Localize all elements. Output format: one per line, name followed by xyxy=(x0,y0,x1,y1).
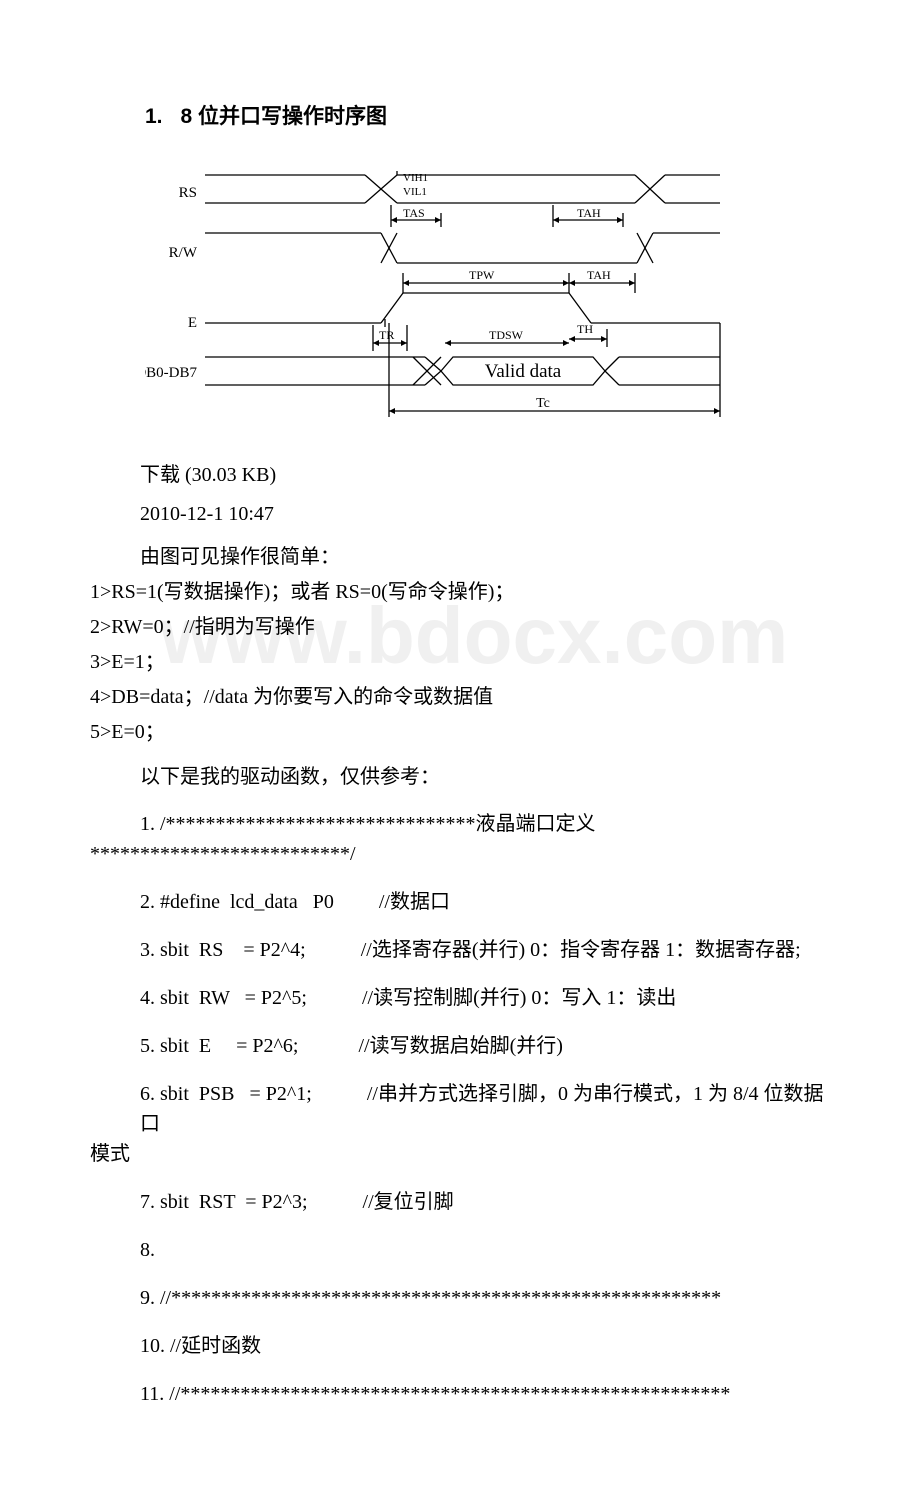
svg-text:DB0-DB7: DB0-DB7 xyxy=(145,365,197,381)
svg-text:VIL1: VIL1 xyxy=(403,186,427,198)
intro-line: 由图可见操作很简单： xyxy=(140,542,830,573)
code-line: 3. sbit RS = P2^4; //选择寄存器(并行) 0：指令寄存器 1… xyxy=(140,935,830,965)
code-block: 1. /*******************************液晶端口定… xyxy=(90,809,830,1409)
code-line: 1. /*******************************液晶端口定… xyxy=(140,809,830,839)
section-heading: 1. 8 位并口写操作时序图 xyxy=(145,100,830,130)
intro-step: 4>DB=data；//data 为你要写入的命令或数据值 xyxy=(90,682,830,713)
code-line: 9. //***********************************… xyxy=(140,1283,830,1313)
driver-note: 以下是我的驱动函数，仅供参考： xyxy=(140,762,830,793)
code-line: 模式 xyxy=(90,1139,830,1169)
heading-title: 8 位并口写操作时序图 xyxy=(181,105,388,128)
svg-text:TH: TH xyxy=(577,322,593,336)
code-line: 4. sbit RW = P2^5; //读写控制脚(并行) 0：写入 1：读出 xyxy=(140,983,830,1013)
svg-text:TPW: TPW xyxy=(469,268,495,282)
timestamp: 2010-12-1 10:47 xyxy=(140,503,830,526)
intro-step: 5>E=0； xyxy=(90,717,830,748)
code-line: 5. sbit E = P2^6; //读写数据启始脚(并行) xyxy=(140,1031,830,1061)
svg-text:TAS: TAS xyxy=(403,206,425,220)
svg-text:R/W: R/W xyxy=(169,245,198,261)
code-line: 7. sbit RST = P2^3; //复位引脚 xyxy=(140,1187,830,1217)
svg-text:TAH: TAH xyxy=(587,268,611,282)
intro-step: 3>E=1； xyxy=(90,647,830,678)
code-line: 6. sbit PSB = P2^1; //串并方式选择引脚，0 为串行模式，1… xyxy=(140,1079,830,1139)
code-line: 2. #define lcd_data P0 //数据口 xyxy=(140,887,830,917)
intro-step: 2>RW=0；//指明为写操作 xyxy=(90,612,830,643)
svg-text:RS: RS xyxy=(179,185,197,201)
intro-step: 1>RS=1(写数据操作)；或者 RS=0(写命令操作)； xyxy=(90,577,830,608)
heading-number: 1. xyxy=(145,105,163,128)
svg-text:TAH: TAH xyxy=(577,206,601,220)
svg-text:Tc: Tc xyxy=(536,396,550,411)
svg-text:E: E xyxy=(188,315,197,331)
code-line: 8. xyxy=(140,1235,830,1265)
svg-text:TDSW: TDSW xyxy=(489,328,524,342)
code-line: **************************/ xyxy=(90,839,830,869)
timing-diagram: RS VIH1 VIL1 R/W E DB0-DB7 Valid data TAS TAH TPW… xyxy=(145,165,830,430)
code-line: 11. //**********************************… xyxy=(140,1379,830,1409)
svg-text:TR: TR xyxy=(379,328,394,342)
download-caption: 下载 (30.03 KB) xyxy=(140,458,830,487)
code-line: 10. //延时函数 xyxy=(140,1331,830,1361)
svg-text:Valid data: Valid data xyxy=(485,361,562,382)
svg-text:VIH1: VIH1 xyxy=(403,172,428,184)
